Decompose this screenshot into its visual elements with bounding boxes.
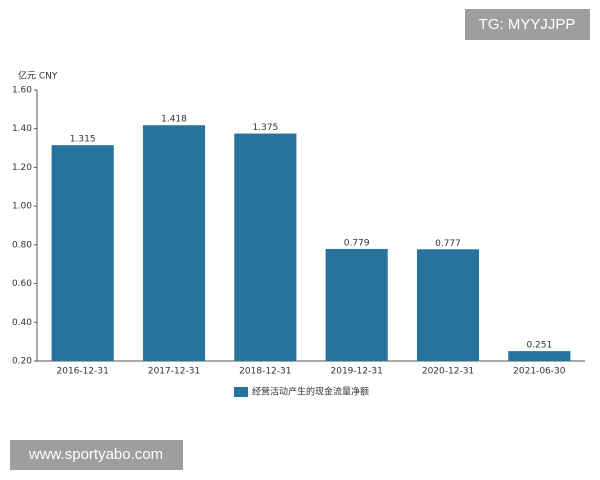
watermark: www.sportyabo.com (28, 446, 163, 463)
y-tick-label: 1.20 (12, 163, 32, 173)
y-tick-label: 0.80 (12, 240, 32, 250)
x-tick-label: 2020-12-31 (422, 367, 474, 377)
y-tick-label: 0.60 (12, 279, 32, 289)
bar (416, 249, 480, 361)
data-label: 0.777 (435, 239, 461, 249)
bar (142, 125, 206, 361)
y-axis-label: 亿元 CNY (18, 70, 58, 82)
bar (325, 248, 388, 361)
data-label: 0.779 (344, 238, 370, 248)
watermark-box (10, 440, 183, 470)
legend-label: 经营活动产生的现金流量净额 (252, 386, 369, 398)
y-tick-label: 0.40 (12, 318, 32, 328)
data-label: 1.375 (252, 123, 278, 133)
x-tick-label: 2018-12-31 (239, 367, 291, 377)
x-tick-label: 2021-06-30 (513, 367, 566, 377)
y-tick-label: 1.00 (12, 202, 32, 212)
bar (508, 351, 571, 361)
data-label: 1.315 (70, 135, 96, 145)
watermark-box (465, 9, 590, 40)
x-tick-label: 2019-12-31 (331, 367, 383, 377)
y-tick-label: 0.20 (12, 357, 32, 367)
data-label: 0.251 (526, 341, 552, 351)
watermark: TG: MYYJJPP (479, 16, 576, 33)
x-tick-label: 2017-12-31 (148, 367, 200, 377)
bar (51, 145, 114, 361)
y-tick-label: 1.40 (12, 124, 32, 134)
bar (234, 133, 297, 361)
x-tick-label: 2016-12-31 (57, 367, 109, 377)
legend-swatch (234, 387, 248, 397)
y-tick-label: 1.60 (12, 86, 32, 96)
data-label: 1.418 (161, 115, 187, 125)
